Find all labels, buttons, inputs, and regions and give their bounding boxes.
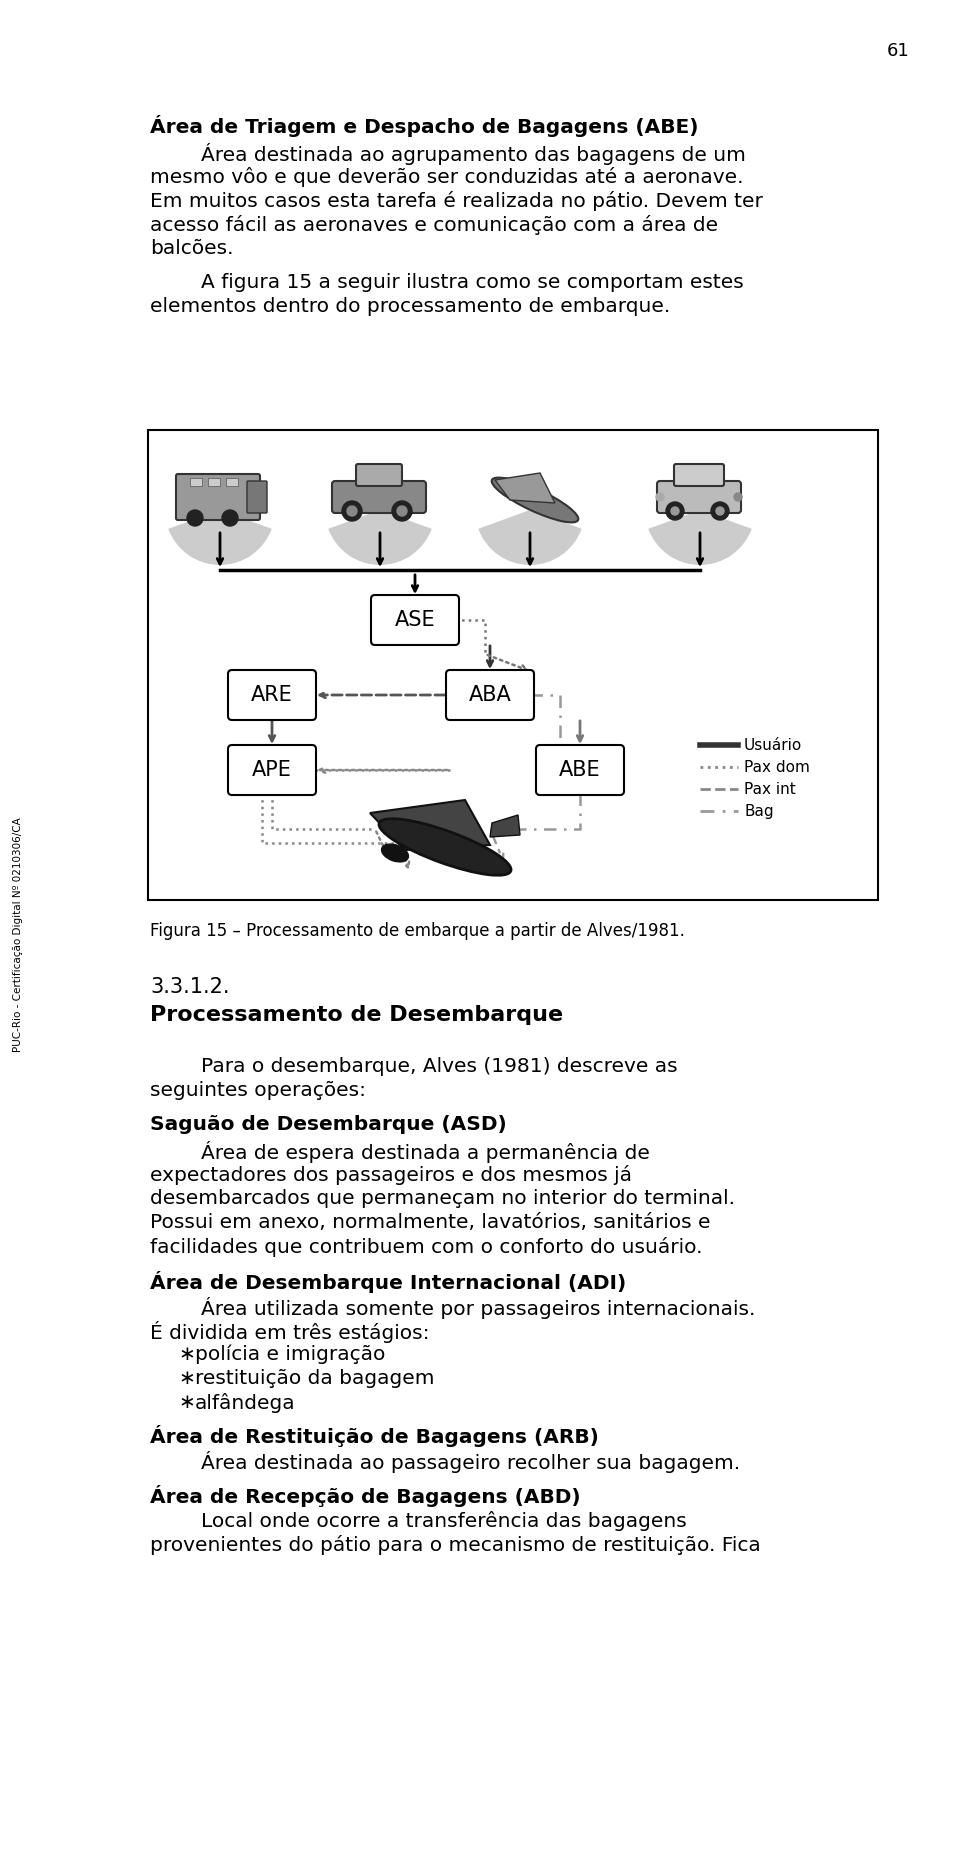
Text: Saguão de Desembarque (ASD): Saguão de Desembarque (ASD) [150, 1115, 507, 1134]
Text: Área de Desembarque Internacional (ADI): Área de Desembarque Internacional (ADI) [150, 1270, 626, 1293]
Text: ABA: ABA [468, 685, 512, 705]
Text: Local onde ocorre a transferência das bagagens: Local onde ocorre a transferência das ba… [150, 1512, 686, 1530]
Text: expectadores dos passageiros e dos mesmos já: expectadores dos passageiros e dos mesmo… [150, 1166, 632, 1184]
Text: Área utilizada somente por passageiros internacionais.: Área utilizada somente por passageiros i… [150, 1297, 756, 1319]
Wedge shape [168, 511, 272, 565]
FancyBboxPatch shape [446, 670, 534, 720]
Bar [148, 430, 878, 900]
Text: 61: 61 [887, 41, 910, 60]
Text: Pax dom: Pax dom [744, 760, 810, 775]
Polygon shape [490, 816, 520, 836]
Text: mesmo vôo e que deverão ser conduzidas até a aeronave.: mesmo vôo e que deverão ser conduzidas a… [150, 167, 743, 187]
Bar [190, 477, 202, 486]
FancyBboxPatch shape [332, 481, 426, 513]
FancyBboxPatch shape [674, 464, 724, 486]
Text: ASE: ASE [395, 610, 435, 631]
Text: acesso fácil as aeronaves e comunicação com a área de: acesso fácil as aeronaves e comunicação … [150, 215, 718, 236]
Text: facilidades que contribuem com o conforto do usuário.: facilidades que contribuem com o confort… [150, 1237, 703, 1257]
Text: provenientes do pátio para o mecanismo de restituição. Fica: provenientes do pátio para o mecanismo d… [150, 1534, 760, 1555]
Text: Em muitos casos esta tarefa é realizada no pátio. Devem ter: Em muitos casos esta tarefa é realizada … [150, 191, 763, 211]
Text: ARE: ARE [252, 685, 293, 705]
Circle shape [347, 505, 357, 516]
FancyBboxPatch shape [371, 595, 459, 645]
FancyBboxPatch shape [176, 473, 260, 520]
Text: Área destinada ao agrupamento das bagagens de um: Área destinada ao agrupamento das bagage… [150, 142, 746, 165]
Wedge shape [478, 511, 582, 565]
Text: APE: APE [252, 760, 292, 780]
FancyBboxPatch shape [247, 481, 267, 513]
Text: ∗: ∗ [178, 1394, 195, 1413]
Text: Área destinada ao passageiro recolher sua bagagem.: Área destinada ao passageiro recolher su… [150, 1452, 740, 1472]
Text: Pax int: Pax int [744, 782, 796, 797]
Circle shape [392, 501, 412, 520]
FancyBboxPatch shape [657, 481, 741, 513]
Text: A figura 15 a seguir ilustra como se comportam estes: A figura 15 a seguir ilustra como se com… [150, 273, 744, 292]
Text: É dividida em três estágios:: É dividida em três estágios: [150, 1321, 429, 1343]
Polygon shape [370, 801, 490, 849]
Text: seguintes operações:: seguintes operações: [150, 1081, 366, 1100]
FancyBboxPatch shape [356, 464, 402, 486]
Circle shape [671, 507, 679, 515]
Text: ∗: ∗ [178, 1370, 195, 1388]
Text: Área de Recepção de Bagagens (ABD): Área de Recepção de Bagagens (ABD) [150, 1486, 581, 1506]
Text: PUC-Rio - Certificação Digital Nº 0210306/CA: PUC-Rio - Certificação Digital Nº 021030… [13, 818, 23, 1052]
Text: alfândega: alfândega [195, 1394, 296, 1413]
Bar [226, 477, 238, 486]
Wedge shape [328, 511, 432, 565]
Circle shape [656, 492, 664, 501]
Text: 3.3.1.2.: 3.3.1.2. [150, 977, 229, 997]
Text: ∗: ∗ [178, 1345, 195, 1364]
Ellipse shape [379, 819, 511, 876]
Text: balcões.: balcões. [150, 239, 233, 258]
Text: Área de Restituição de Bagagens (ARB): Área de Restituição de Bagagens (ARB) [150, 1426, 599, 1446]
Text: restituição da bagagem: restituição da bagagem [195, 1370, 435, 1388]
Circle shape [666, 501, 684, 520]
Text: Figura 15 – Processamento de embarque a partir de Alves/1981.: Figura 15 – Processamento de embarque a … [150, 922, 684, 939]
Polygon shape [495, 473, 555, 503]
Circle shape [716, 507, 724, 515]
Circle shape [397, 505, 407, 516]
Circle shape [187, 511, 203, 526]
Text: Para o desembarque, Alves (1981) descreve as: Para o desembarque, Alves (1981) descrev… [150, 1057, 678, 1076]
Ellipse shape [492, 477, 578, 522]
FancyBboxPatch shape [228, 670, 316, 720]
FancyBboxPatch shape [228, 745, 316, 795]
Text: Processamento de Desembarque: Processamento de Desembarque [150, 1005, 564, 1025]
Bar [208, 477, 220, 486]
Ellipse shape [381, 844, 408, 863]
Text: Bag: Bag [744, 803, 774, 818]
FancyBboxPatch shape [536, 745, 624, 795]
Text: ABE: ABE [559, 760, 601, 780]
Text: elementos dentro do processamento de embarque.: elementos dentro do processamento de emb… [150, 297, 670, 316]
Circle shape [342, 501, 362, 520]
Text: polícia e imigração: polícia e imigração [195, 1345, 385, 1364]
Text: Área de Triagem e Despacho de Bagagens (ABE): Área de Triagem e Despacho de Bagagens (… [150, 114, 699, 137]
Circle shape [734, 492, 742, 501]
Text: Usuário: Usuário [744, 737, 803, 752]
Text: Possui em anexo, normalmente, lavatórios, sanitários e: Possui em anexo, normalmente, lavatórios… [150, 1212, 710, 1231]
Text: desembarcados que permaneçam no interior do terminal.: desembarcados que permaneçam no interior… [150, 1188, 735, 1209]
Wedge shape [648, 511, 752, 565]
Circle shape [711, 501, 729, 520]
Text: Área de espera destinada a permanência de: Área de espera destinada a permanência d… [150, 1141, 650, 1164]
Circle shape [222, 511, 238, 526]
